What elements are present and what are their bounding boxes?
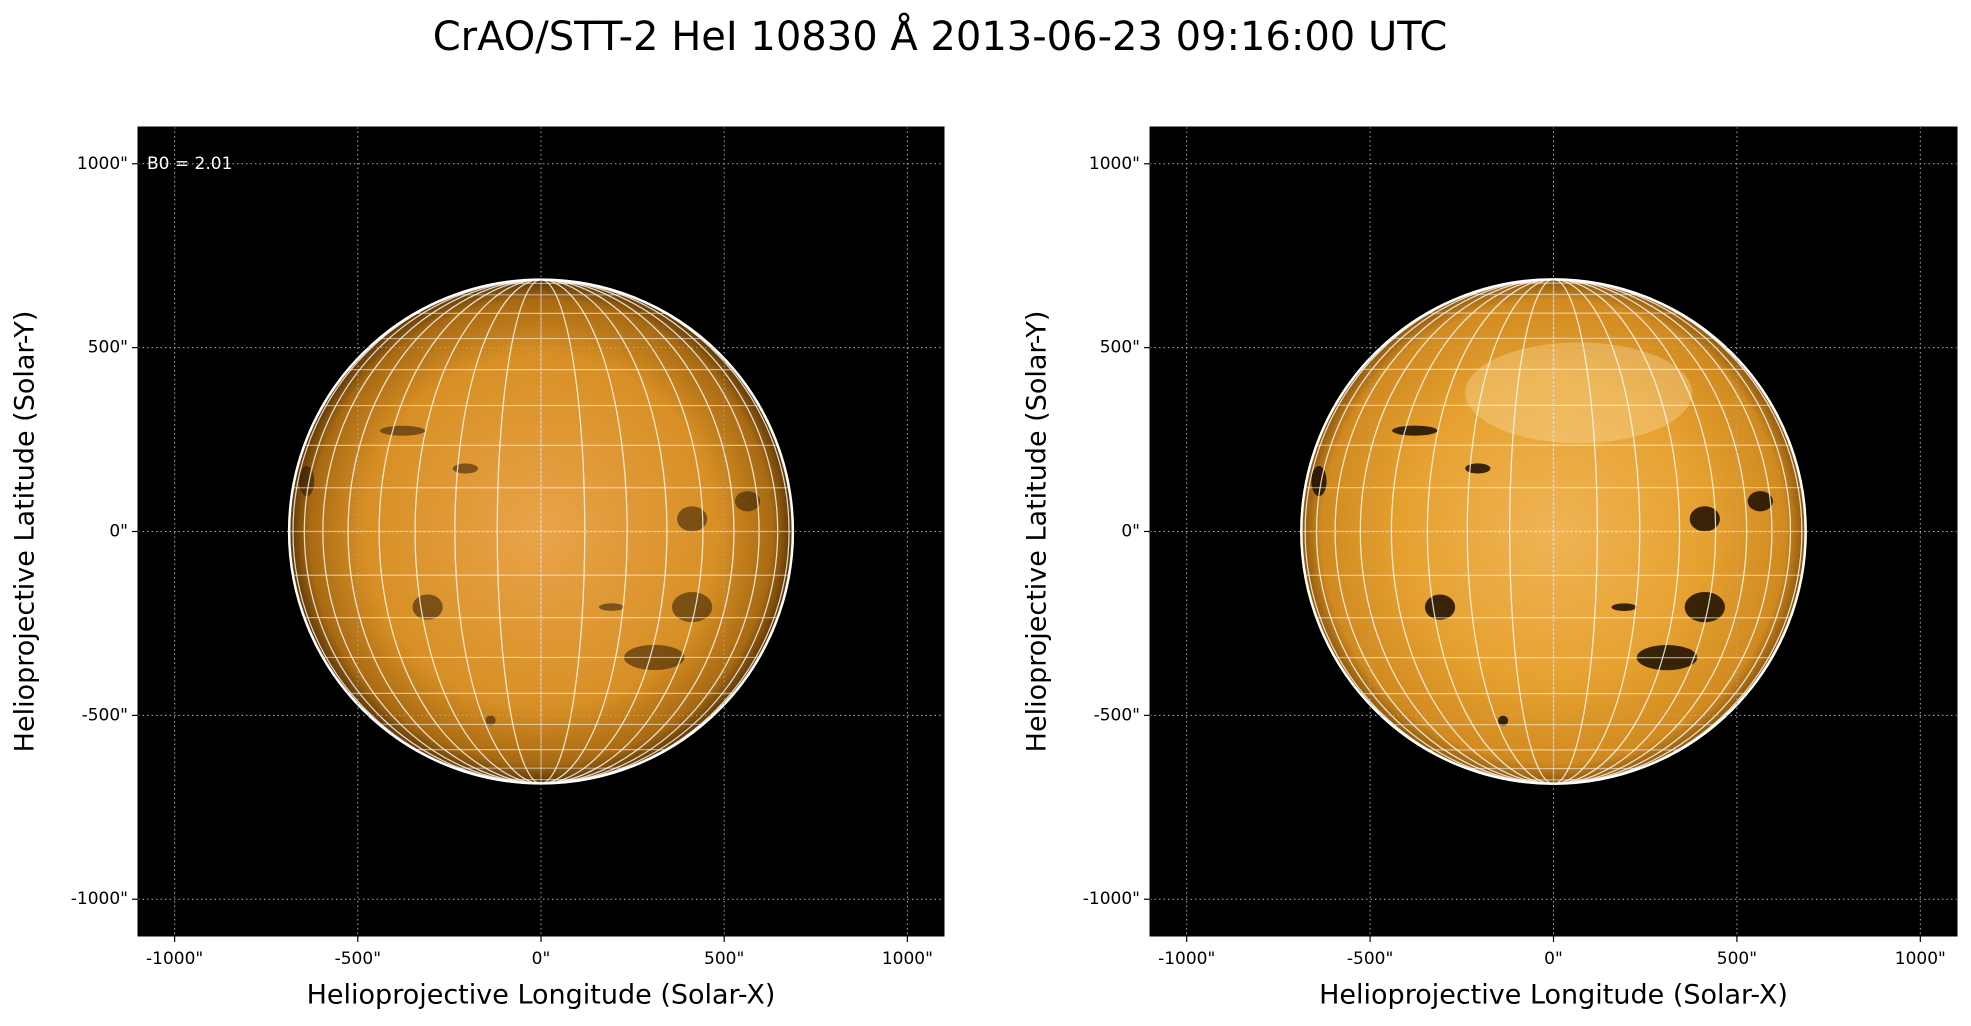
longitude-line <box>347 279 735 784</box>
longitude-line <box>292 279 790 784</box>
y-tick-label: 0" <box>109 522 128 542</box>
annotation: B0 = 2.01 <box>147 154 232 174</box>
x-tick-label: -500" <box>1347 949 1393 969</box>
x-tick-label: -500" <box>335 949 381 969</box>
longitude-line <box>414 279 668 784</box>
y-tick-label: -500" <box>82 705 128 725</box>
dark-filament <box>412 594 443 620</box>
y-axis-label: Helioprojective Latitude (Solar-Y) <box>10 311 41 753</box>
dark-filament <box>1684 592 1725 623</box>
longitude-line <box>378 279 704 784</box>
dark-filament <box>485 715 496 726</box>
y-tick-label: -1000" <box>71 889 128 909</box>
longitude-line <box>1304 279 1803 784</box>
longitude-line <box>1509 279 1598 784</box>
limb <box>1300 278 1807 785</box>
longitude-line <box>1359 279 1748 784</box>
x-tick-label: 1000" <box>882 949 933 969</box>
x-tick-label: 0" <box>1544 949 1563 969</box>
longitude-line <box>1466 279 1641 784</box>
y-tick-label: 500" <box>88 338 128 358</box>
dark-filament <box>379 425 426 436</box>
dark-filament <box>677 506 708 532</box>
dark-filament <box>452 463 479 474</box>
dark-filament <box>1392 425 1438 436</box>
axes-frame <box>137 126 945 937</box>
y-tick-label: 1000" <box>77 154 128 174</box>
longitude-line <box>1390 279 1717 784</box>
x-tick-label: -1000" <box>1158 949 1215 969</box>
x-axis-label: Helioprojective Longitude (Solar-X) <box>307 980 776 1011</box>
limb <box>287 278 795 785</box>
x-tick-label: 1000" <box>1895 949 1946 969</box>
y-tick-label: -500" <box>1094 705 1140 725</box>
axes-frame <box>1149 126 1958 937</box>
x-tick-label: 500" <box>704 949 744 969</box>
x-tick-label: 500" <box>1717 949 1757 969</box>
x-axis-label: Helioprojective Longitude (Solar-X) <box>1319 980 1788 1011</box>
dark-filament <box>734 491 761 512</box>
longitude-line <box>1426 279 1681 784</box>
y-tick-label: 1000" <box>1089 154 1140 174</box>
x-tick-label: 0" <box>532 949 551 969</box>
y-tick-label: 0" <box>1121 522 1140 542</box>
dark-filament <box>598 603 625 611</box>
longitude-line <box>454 279 628 784</box>
dark-filament <box>1424 594 1456 620</box>
bright-region <box>1465 342 1693 444</box>
y-tick-label: -1000" <box>1083 889 1140 909</box>
x-tick-label: -1000" <box>146 949 203 969</box>
dark-filament <box>671 591 713 623</box>
dark-filament <box>1611 603 1637 611</box>
dark-filament <box>1498 715 1509 726</box>
y-axis-label: Helioprojective Latitude (Solar-Y) <box>1022 311 1053 753</box>
dark-filament <box>1747 491 1773 512</box>
dark-filament <box>1689 506 1720 532</box>
dark-filament <box>1465 463 1491 474</box>
y-tick-label: 500" <box>1100 338 1140 358</box>
figure-title: CrAO/STT-2 HeI 10830 Å 2013-06-23 09:16:… <box>433 12 1448 60</box>
